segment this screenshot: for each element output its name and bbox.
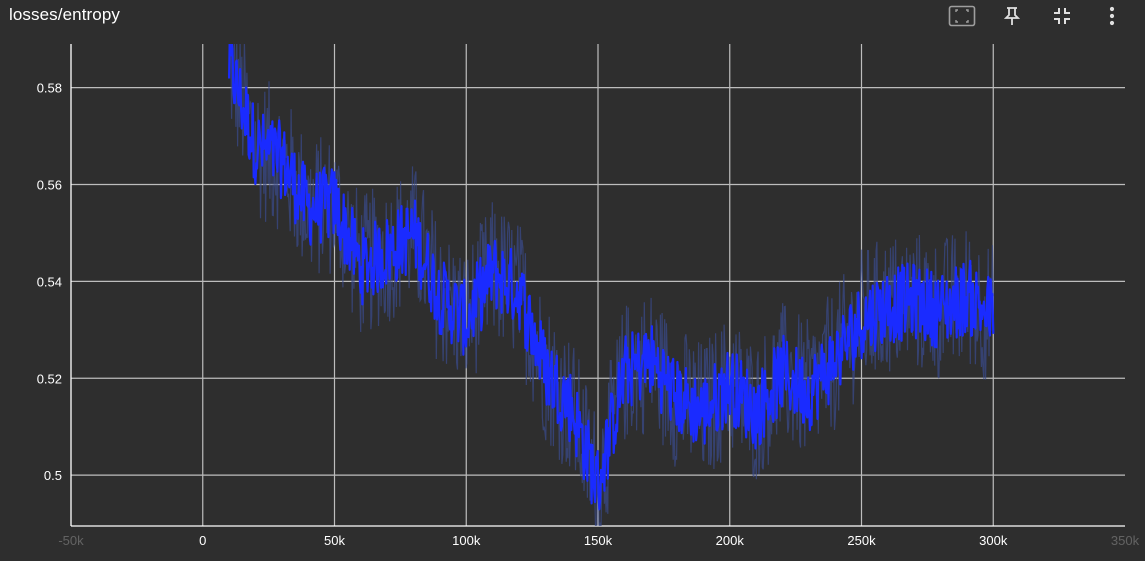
data-point <box>226 60 232 66</box>
data-point <box>674 395 680 401</box>
data-point <box>779 370 785 376</box>
chart-title: losses/entropy <box>9 5 121 24</box>
data-point <box>621 370 627 376</box>
x-tick-label: 300k <box>979 533 1008 548</box>
data-point <box>279 157 285 163</box>
data-point <box>859 317 865 323</box>
data-point <box>727 380 733 386</box>
more-options-button[interactable] <box>1097 2 1127 30</box>
data-point <box>595 482 601 488</box>
data-point <box>806 390 812 396</box>
data-point <box>569 404 575 410</box>
pin-icon <box>1004 7 1020 25</box>
data-point <box>490 269 496 275</box>
data-point <box>700 409 706 415</box>
data-point <box>305 206 311 212</box>
data-point <box>964 293 970 299</box>
data-point <box>753 409 759 415</box>
data-point <box>384 249 390 255</box>
pin-button[interactable] <box>997 2 1027 30</box>
x-tick-label: 0 <box>199 533 206 548</box>
data-point <box>516 288 522 294</box>
y-tick-label: 0.58 <box>37 81 62 96</box>
data-point <box>463 317 469 323</box>
x-tick-label: 200k <box>716 533 745 548</box>
series-group <box>226 44 996 526</box>
x-tick-label: 50k <box>324 533 345 548</box>
card-toolbar <box>947 2 1137 30</box>
y-tick-label: 0.5 <box>44 468 62 483</box>
more-vert-icon <box>1109 6 1115 26</box>
fit-domain-button[interactable] <box>947 2 977 30</box>
x-tick-label: 350k <box>1111 533 1140 548</box>
x-tick-label: 250k <box>847 533 876 548</box>
x-tick-label: 100k <box>452 533 481 548</box>
data-point <box>542 366 548 372</box>
data-point <box>648 356 654 362</box>
collapse-button[interactable] <box>1047 2 1077 30</box>
data-point <box>252 143 258 149</box>
x-tick-label: 150k <box>584 533 613 548</box>
y-tick-label: 0.56 <box>37 177 62 192</box>
data-point <box>437 293 443 299</box>
data-point <box>911 298 917 304</box>
data-point <box>832 356 838 362</box>
data-point <box>990 312 996 318</box>
x-tick-label: -50k <box>58 533 84 548</box>
y-tick-label: 0.52 <box>37 371 62 386</box>
series-raw-line <box>228 44 994 526</box>
collapse-icon <box>1054 8 1070 24</box>
y-tick-label: 0.54 <box>37 274 62 289</box>
data-point <box>938 307 944 313</box>
series-line <box>228 44 995 511</box>
data-point <box>358 264 364 270</box>
data-point <box>885 303 891 309</box>
fit-domain-icon <box>948 5 976 27</box>
data-point <box>411 230 417 236</box>
data-point <box>332 201 338 207</box>
